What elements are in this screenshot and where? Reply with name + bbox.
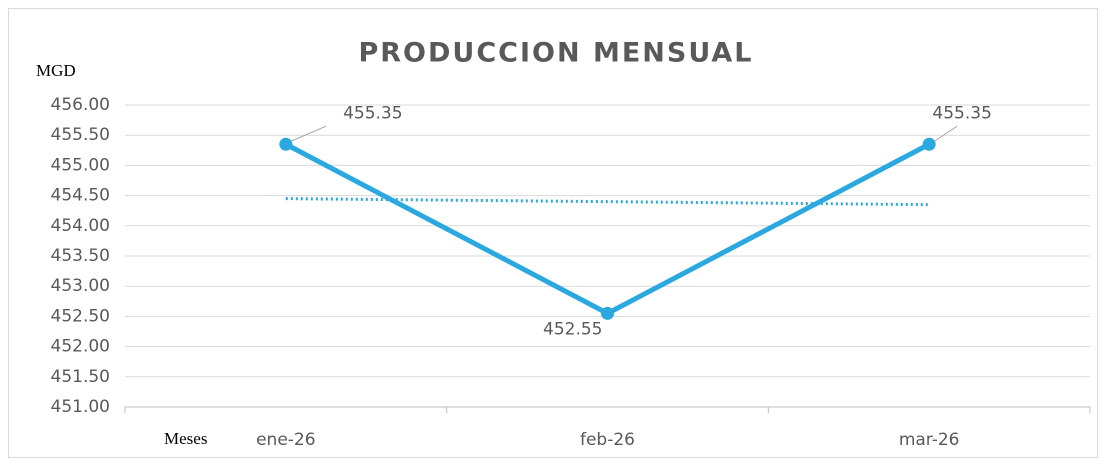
y-tick-label: 452.50 — [51, 306, 110, 326]
x-tick-label: feb-26 — [580, 430, 635, 450]
data-label: 455.35 — [932, 103, 991, 123]
leader-line — [933, 125, 958, 142]
y-tick-label: 452.00 — [51, 337, 110, 357]
leader-line — [290, 125, 327, 142]
trendline — [285, 197, 930, 207]
marker — [601, 306, 614, 320]
y-tick-label: 453.00 — [51, 276, 110, 296]
y-tick-label: 455.50 — [51, 125, 110, 145]
y-tick-label: 451.00 — [51, 397, 110, 417]
data-label: 452.55 — [543, 319, 602, 339]
chart-title: PRODUCCION MENSUAL — [358, 38, 753, 69]
y-tick-label: 454.50 — [51, 186, 110, 206]
y-tick-label: 451.50 — [51, 367, 110, 387]
y-tick-label: 454.00 — [51, 216, 110, 236]
x-tick-label: ene-26 — [256, 430, 315, 450]
chart-frame — [8, 8, 1098, 458]
marker — [279, 137, 293, 151]
data-label: 455.35 — [343, 103, 402, 123]
marker — [922, 137, 936, 151]
y-tick-label: 453.50 — [51, 246, 110, 266]
y-axis-label: MGD — [36, 61, 76, 80]
y-tick-label: 455.00 — [51, 155, 110, 175]
y-tick-label: 456.00 — [51, 95, 110, 115]
x-tick-label: mar-26 — [899, 430, 960, 450]
x-axis-label: Meses — [164, 429, 207, 448]
